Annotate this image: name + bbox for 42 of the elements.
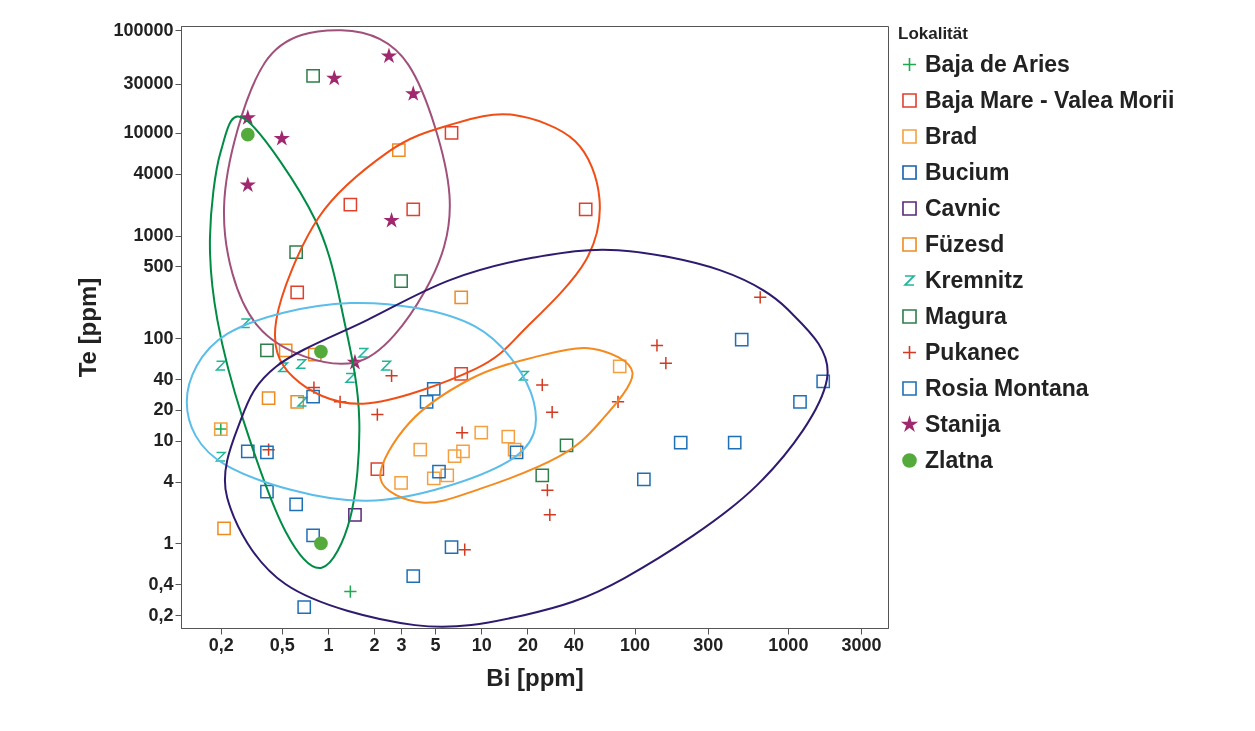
y-tick-label: 500 <box>143 255 174 276</box>
y-tick-label: 0,4 <box>148 573 174 594</box>
x-tick-label: 1000 <box>768 634 809 655</box>
x-tick-label: 0,2 <box>208 634 234 655</box>
y-tick-label: 40 <box>153 368 174 389</box>
legend-label: Füzesd <box>925 230 1005 257</box>
y-tick-label: 1 <box>163 532 174 553</box>
y-tick-label: 10 <box>153 430 174 451</box>
y-axis-title: Te [ppm] <box>74 277 102 378</box>
legend-label: Baja de Aries <box>925 50 1070 77</box>
x-tick-label: 2 <box>369 634 380 655</box>
y-tick-label: 100000 <box>113 19 174 40</box>
legend-label: Magura <box>925 302 1007 329</box>
legend-label: Pukanec <box>925 338 1020 365</box>
x-tick-label: 3000 <box>841 634 882 655</box>
y-tick-label: 30000 <box>123 73 174 94</box>
y-tick-label: 20 <box>153 399 174 420</box>
x-tick-label: 10 <box>471 634 492 655</box>
x-tick-label: 40 <box>564 634 585 655</box>
legend-label: Baja Mare - Valea Morii <box>925 86 1175 113</box>
legend-label: Brad <box>925 122 978 149</box>
legend-label: Stanija <box>925 410 1001 437</box>
x-tick-label: 300 <box>693 634 724 655</box>
y-tick-label: 10000 <box>123 122 174 143</box>
legend-title: Lokalität <box>898 24 969 43</box>
x-tick-label: 1 <box>323 634 334 655</box>
y-tick-label: 4 <box>163 471 174 492</box>
legend-label: Zlatna <box>925 446 993 473</box>
y-tick-label: 100 <box>143 327 174 348</box>
x-tick-label: 3 <box>396 634 407 655</box>
x-tick-label: 20 <box>517 634 538 655</box>
x-tick-label: 100 <box>620 634 651 655</box>
x-axis-title: Bi [ppm] <box>486 663 584 691</box>
y-tick-label: 0,2 <box>148 604 174 625</box>
legend-label: Rosia Montana <box>925 374 1089 401</box>
legend-label: Kremnitz <box>925 266 1024 293</box>
x-tick-label: 5 <box>430 634 441 655</box>
legend-label: Cavnic <box>925 194 1001 221</box>
y-tick-label: 4000 <box>133 163 174 184</box>
legend-label: Bucium <box>925 158 1010 185</box>
y-tick-label: 1000 <box>133 225 174 246</box>
x-tick-label: 0,5 <box>269 634 295 655</box>
